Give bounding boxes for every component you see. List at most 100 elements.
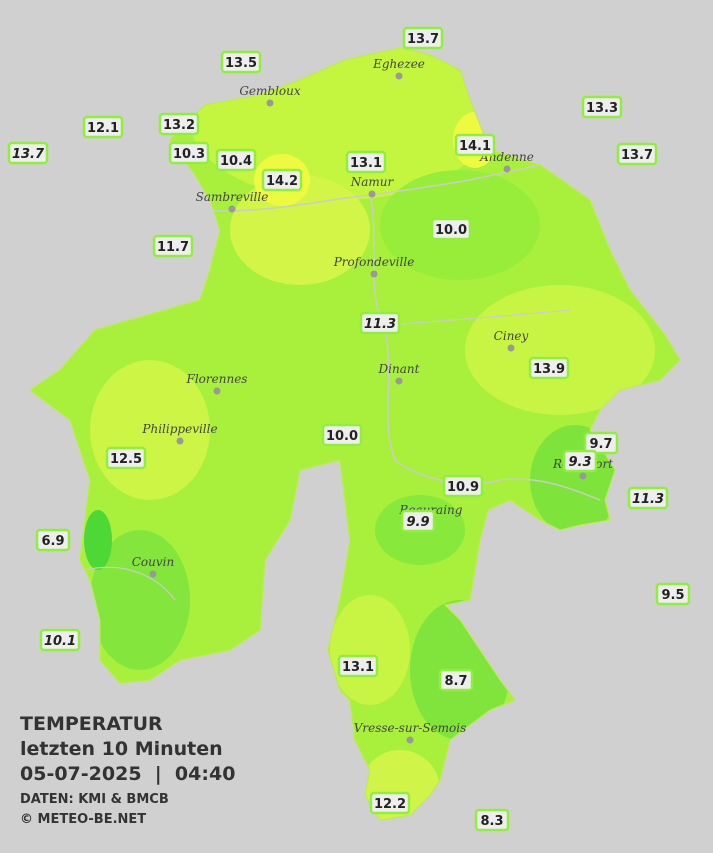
station-value: 13.5: [225, 56, 257, 71]
station-value: 12.2: [374, 797, 406, 812]
warm-zone: [465, 285, 655, 415]
town-dot: [406, 736, 414, 744]
town-dot: [368, 190, 376, 198]
station-box: [402, 26, 444, 50]
warm-zone: [330, 595, 410, 705]
cold-zone: [84, 510, 112, 570]
station-box: [152, 234, 194, 258]
town-label: Ciney: [494, 329, 529, 343]
river: [369, 194, 601, 501]
station-value: 13.7: [12, 147, 45, 162]
station-value: 13.2: [163, 118, 195, 133]
legend-timestamp: 05-07-2025 | 04:40: [20, 763, 235, 785]
town-dot: [395, 72, 403, 80]
station-box: [345, 150, 387, 174]
town-label: Philippeville: [141, 422, 217, 436]
town-dot: [503, 165, 511, 173]
station-value: 13.1: [342, 660, 374, 675]
station-box: [474, 808, 510, 832]
town-label: Dinant: [378, 362, 420, 376]
station-box: [616, 142, 658, 166]
station-value: 13.7: [621, 148, 653, 163]
station-value: 13.1: [350, 156, 382, 171]
station-value: 8.7: [444, 674, 467, 689]
town-dot: [149, 570, 157, 578]
station-box: [168, 141, 210, 165]
station-value: 10.4: [220, 154, 252, 169]
station-box: [359, 311, 401, 335]
station-value: 14.2: [266, 174, 298, 189]
station-box: [215, 148, 257, 172]
station-box: [7, 141, 49, 165]
station-box: [158, 112, 200, 136]
station-box: [583, 431, 619, 455]
station-value: 9.9: [406, 515, 429, 530]
station-value: 6.9: [41, 534, 64, 549]
town-label: Gembloux: [239, 84, 301, 98]
station-value: 14.1: [459, 139, 491, 154]
station-value: 9.7: [589, 437, 612, 452]
stations: 13.7 13.5 12.1 13.2 13.7 10.3 10.4 14.2 13.1 14.1…: [7, 26, 691, 832]
station-value: 13.9: [533, 362, 565, 377]
station-box: [105, 446, 147, 470]
warm-zone: [230, 175, 370, 285]
legend-subtitle: letzten 10 Minuten: [20, 738, 223, 760]
station-box: [39, 628, 81, 652]
station-box: [655, 582, 691, 606]
station-box: [337, 654, 379, 678]
station-value: 11.7: [157, 240, 189, 255]
legend-source: DATEN: KMI & BMCB: [20, 792, 169, 807]
legend-copyright: © METEO-BE.NET: [20, 812, 146, 827]
town-label: Namur: [350, 175, 395, 189]
town-label: Florennes: [186, 372, 248, 386]
town-dot: [266, 99, 274, 107]
station-value: 10.9: [447, 480, 479, 495]
town-label: Eghezee: [372, 57, 425, 71]
town-dot: [213, 387, 221, 395]
station-value: 9.5: [661, 588, 684, 603]
station-box: [82, 115, 124, 139]
town-label: Couvin: [132, 555, 174, 569]
station-box: [442, 474, 484, 498]
town-dot: [176, 437, 184, 445]
station-value: 13.3: [586, 101, 618, 116]
station-box: [528, 356, 570, 380]
station-box: [454, 133, 496, 157]
station-value: 10.1: [44, 634, 76, 649]
station-value: 11.3: [632, 492, 664, 507]
river: [389, 309, 571, 326]
station-value: 12.1: [87, 121, 119, 136]
station-box: [35, 528, 71, 552]
cool-zone: [90, 530, 190, 670]
station-value: 10.3: [173, 147, 205, 162]
town-dot: [579, 472, 587, 480]
station-box: [220, 50, 262, 74]
town-label: Profondeville: [333, 255, 415, 269]
station-value: 9.3: [568, 455, 591, 470]
station-box: [321, 423, 363, 447]
town-dot: [228, 205, 236, 213]
station-value: 13.7: [407, 32, 439, 47]
station-box: [369, 791, 411, 815]
town-label: Sambreville: [196, 190, 269, 204]
town-dot: [507, 344, 515, 352]
station-value: 10.0: [326, 429, 358, 444]
town-label: Vresse-sur-Semois: [354, 721, 467, 735]
towns: EghezeeGemblouxAndenneNamurSambrevillePr…: [132, 57, 613, 744]
town-dot: [395, 377, 403, 385]
station-value: 11.3: [364, 317, 396, 332]
station-box: [581, 95, 623, 119]
station-box: [438, 668, 474, 692]
legend-title: TEMPERATUR: [20, 713, 163, 735]
town-dot: [370, 270, 378, 278]
river: [84, 566, 176, 601]
station-value: 12.5: [110, 452, 142, 467]
station-box: [400, 509, 436, 533]
station-box: [261, 168, 303, 192]
station-box: [627, 486, 669, 510]
station-value: 8.3: [480, 814, 503, 829]
station-value: 10.0: [435, 223, 467, 238]
station-box: [430, 217, 472, 241]
